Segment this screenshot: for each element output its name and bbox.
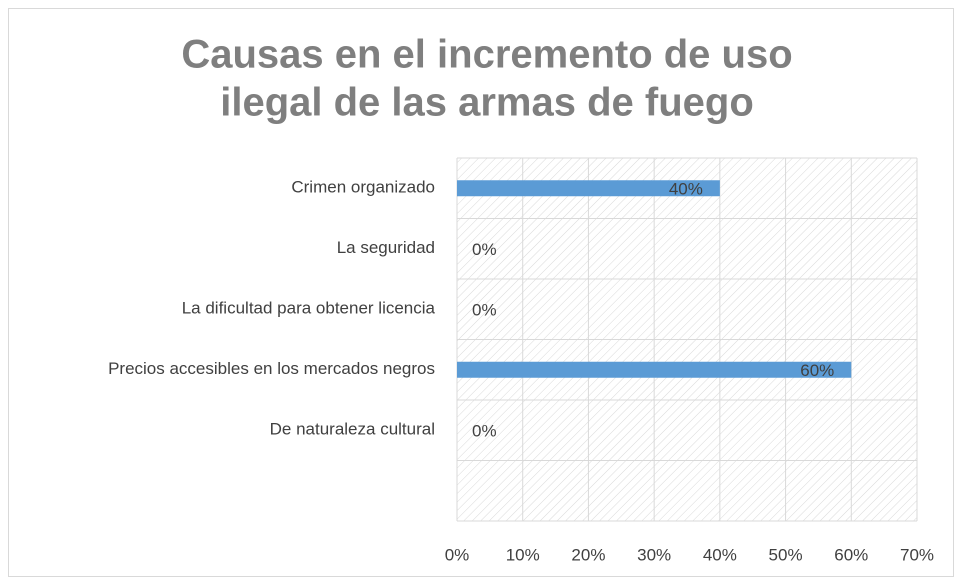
y-tick-label: De naturaleza cultural [270,420,435,439]
x-tick-label: 10% [506,545,540,564]
y-tick-label: Crimen organizado [291,178,435,197]
chart-title: Causas en el incremento de uso [181,33,792,77]
data-label: 40% [669,180,703,199]
x-tick-label: 30% [637,545,671,564]
x-tick-label: 0% [445,545,470,564]
y-tick-label: La seguridad [337,238,435,257]
bar [457,361,852,378]
y-tick-label: La dificultad para obtener licencia [182,299,436,318]
data-label: 60% [800,361,834,380]
y-tick-label: Precios accesibles en los mercados negro… [108,359,435,378]
chart-title: ilegal de las armas de fuego [220,81,754,125]
x-tick-label: 20% [571,545,605,564]
x-tick-label: 40% [703,545,737,564]
data-label: 0% [472,240,497,259]
bar [457,180,720,197]
x-tick-label: 70% [900,545,934,564]
data-label: 0% [472,422,497,441]
x-tick-label: 60% [834,545,868,564]
x-tick-label: 50% [769,545,803,564]
data-label: 0% [472,301,497,320]
